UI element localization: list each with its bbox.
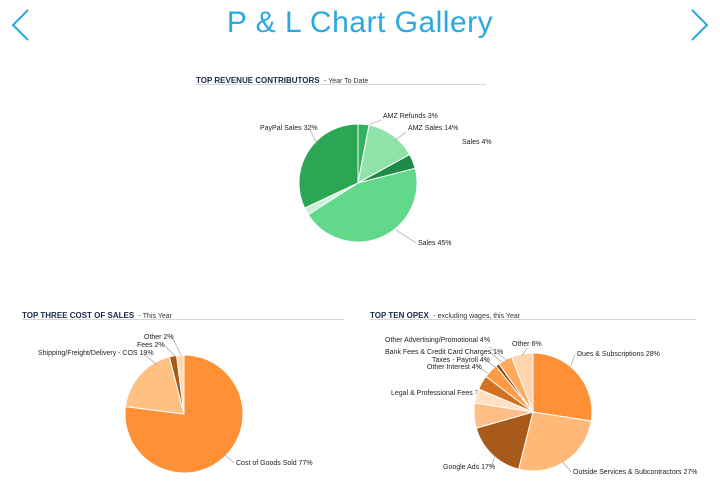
label-leader-line (561, 460, 572, 473)
label-leader-line (163, 344, 177, 358)
cost-of-sales-panel-header: TOP THREE COST OF SALES - This Year (22, 305, 344, 320)
revenue-chart-subtitle-prefix: - (324, 78, 329, 85)
label-leader-line (488, 346, 509, 362)
slice-label: Other 2% (144, 334, 174, 341)
cost-of-sales-chart-subtitle: This Year (142, 313, 172, 320)
pie-slice[interactable] (518, 411, 592, 472)
cost-of-sales-chart-title: TOP THREE COST OF SALES (22, 311, 135, 320)
revenue-chart-subtitle: Year To Date (328, 78, 369, 85)
label-leader-line (395, 229, 417, 244)
pie-slice[interactable] (511, 352, 534, 413)
pie-slice[interactable] (475, 411, 534, 470)
pie-slice[interactable] (124, 354, 244, 474)
label-leader-line (309, 129, 319, 146)
slice-label: Other Advertising/Promotional 4% (385, 337, 490, 344)
prev-chart-button[interactable] (8, 8, 34, 42)
next-chart-button[interactable] (686, 8, 712, 42)
label-leader-line (171, 336, 182, 356)
cost-of-sales-subtitle-prefix: - (138, 313, 143, 320)
label-leader-line (365, 119, 382, 127)
slice-label: Fees 2% (137, 342, 165, 349)
slice-label: Google Ads 17% (443, 464, 495, 471)
pie-slice[interactable] (307, 167, 418, 243)
slice-label: Outside Services & Subcontractors 27% (573, 469, 698, 476)
pie-slice[interactable] (357, 124, 411, 184)
pie-slice[interactable] (124, 356, 185, 415)
slice-label: Sales 45% (418, 240, 451, 247)
slice-label: Dues & Subscriptions 28% (577, 351, 660, 358)
slice-label: Other Interest 4% (427, 364, 482, 371)
slice-label: Taxes - Payroll 4% (432, 357, 490, 364)
pie-slice[interactable] (176, 354, 185, 415)
opex-subtitle-prefix: - (433, 313, 438, 320)
revenue-chart-title: TOP REVENUE CONTRIBUTORS (196, 76, 320, 85)
slice-label: Bank Fees & Credit Card Charges 1% (385, 349, 503, 356)
opex-chart-title: TOP TEN OPEX (370, 311, 429, 320)
label-leader-line (521, 347, 528, 357)
slice-label: Other 6% (512, 341, 542, 348)
chevron-right-icon (691, 9, 709, 41)
slice-label: PayPal Sales 32% (260, 125, 318, 132)
opex-chart-subtitle: excluding wages, this Year (437, 313, 521, 320)
revenue-panel-header: TOP REVENUE CONTRIBUTORS - Year To Date (196, 70, 486, 85)
label-leader-line (490, 455, 496, 468)
opex-panel-header: TOP TEN OPEX - excluding wages, this Yea… (370, 305, 696, 320)
slice-label: AMZ Sales 14% (408, 125, 458, 132)
pie-slice[interactable] (298, 123, 359, 209)
chevron-left-icon (11, 9, 29, 41)
page-title: P & L Chart Gallery (226, 6, 494, 39)
label-leader-line (393, 131, 407, 142)
slice-label: Cost of Goods Sold 77% (236, 460, 313, 467)
label-leader-line (221, 451, 235, 464)
pie-slice[interactable] (532, 352, 593, 422)
slice-label: AMZ Refunds 3% (383, 113, 438, 120)
slice-label: Sales 4% (462, 139, 492, 146)
label-leader-line (570, 353, 576, 367)
label-leader-line (142, 352, 158, 366)
slice-label: Shipping/Freight/Delivery - COS 19% (38, 350, 154, 357)
slice-label: Legal & Professional Fees 7% (391, 390, 485, 397)
